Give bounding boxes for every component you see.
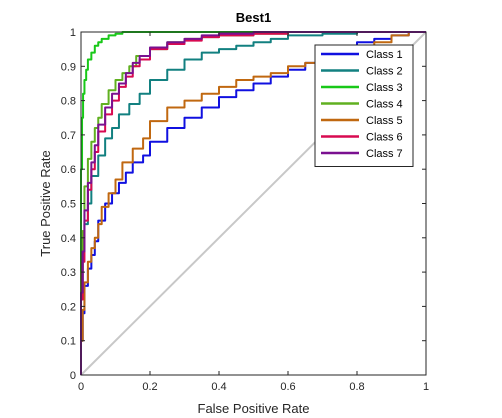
x-tick-label: 1 (423, 381, 429, 393)
legend-label: Class 7 (366, 148, 403, 160)
legend-label: Class 4 (366, 99, 403, 111)
legend-box (314, 44, 414, 167)
y-tick-label: 0.1 (61, 336, 76, 348)
y-tick-label: 0.6 (61, 164, 76, 176)
y-tick-label: 0.4 (61, 233, 76, 245)
legend-label: Class 5 (366, 115, 403, 127)
legend-label: Class 3 (366, 82, 403, 94)
x-tick-label: 0 (78, 381, 84, 393)
y-tick-label: 0.9 (61, 61, 76, 73)
y-tick-label: 0 (70, 370, 76, 382)
x-axis-ticks: 0 0.2 0.4 0.6 0.8 1 (78, 32, 429, 393)
legend-label: Class 6 (366, 132, 403, 144)
series-line-2 (80, 31, 426, 375)
x-tick-label: 0.6 (280, 381, 295, 393)
y-tick-label: 0.2 (61, 301, 76, 313)
x-tick-label: 0.4 (211, 381, 226, 393)
legend-label: Class 2 (366, 66, 403, 78)
legend-label: Class 1 (366, 49, 403, 61)
y-tick-label: 0.8 (61, 96, 76, 108)
y-tick-label: 0.3 (61, 267, 76, 279)
chart-title: Best1 (236, 10, 271, 25)
y-axis-label: True Positive Rate (38, 150, 53, 256)
x-tick-label: 0.8 (349, 381, 364, 393)
y-tick-label: 1 (70, 27, 76, 39)
legend: Class 1 Class 2 Class 3 Class 4 Class 5 Class… (314, 44, 414, 167)
x-axis-label: False Positive Rate (198, 401, 310, 416)
x-tick-label: 0.2 (142, 381, 157, 393)
y-tick-label: 0.5 (61, 199, 76, 211)
y-tick-label: 0.7 (61, 130, 76, 142)
series-line-3 (80, 31, 426, 375)
y-axis-ticks: 0 0.1 0.2 0.3 0.4 0.5 0.6 0.7 0.8 0.9 1 (61, 27, 426, 382)
